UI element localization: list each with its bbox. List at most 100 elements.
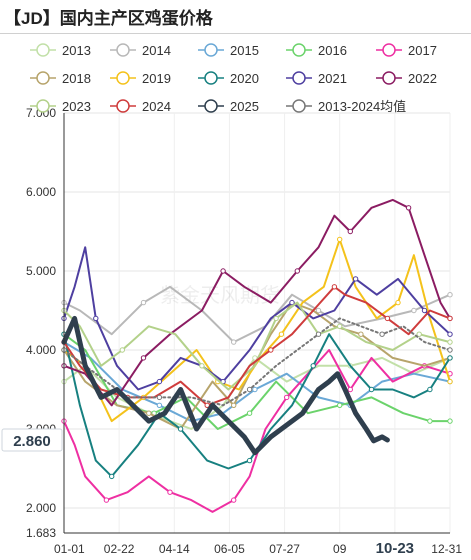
legend-swatch-marker-4 bbox=[382, 43, 396, 57]
series-11-point-6 bbox=[204, 402, 210, 408]
legend-label-1: 2014 bbox=[142, 43, 171, 58]
legend-label-10: 2023 bbox=[62, 99, 91, 114]
legend-label-11: 2024 bbox=[142, 99, 171, 114]
legend-item-2[interactable]: 2015 bbox=[198, 43, 259, 58]
series-13-point-15 bbox=[447, 347, 453, 353]
current-value-label: 2.860 bbox=[13, 433, 51, 450]
y-tick-label-0: 2.000 bbox=[26, 501, 56, 515]
legend-label-0: 2013 bbox=[62, 43, 91, 58]
legend-swatch-marker-5 bbox=[36, 71, 50, 85]
legend-label-8: 2021 bbox=[318, 71, 347, 86]
series-13-point-3 bbox=[156, 394, 163, 401]
series-9-point-3 bbox=[140, 355, 147, 361]
legend: 2013 2014 2015 2016 2017 2018 2019 2020 2021 2022… bbox=[30, 43, 437, 114]
series-8-point-15 bbox=[352, 276, 359, 282]
series-11-point-18 bbox=[447, 315, 453, 322]
series-line-1 bbox=[63, 285, 451, 344]
x-tick-label-1: 02-22 bbox=[104, 542, 135, 556]
series-7-point-9 bbox=[246, 457, 253, 464]
series-layer bbox=[61, 198, 453, 513]
legend-swatch-marker-11 bbox=[116, 99, 130, 113]
y-min-label: 1.683 bbox=[26, 526, 56, 540]
series-10-point-16 bbox=[447, 339, 453, 345]
series-3-point-9 bbox=[337, 402, 343, 408]
series-line-8 bbox=[63, 246, 451, 391]
x-tick-label-0: 01-01 bbox=[54, 542, 85, 556]
x-tick-label-2: 04-14 bbox=[159, 542, 190, 556]
y-tick-label-4: 6.000 bbox=[26, 185, 56, 199]
series-7-point-18 bbox=[427, 386, 433, 393]
legend-swatch-marker-13 bbox=[292, 99, 306, 113]
watermark: 紫金天风期货 bbox=[160, 284, 280, 307]
legend-swatch-marker-2 bbox=[204, 43, 218, 57]
series-9-point-15 bbox=[405, 205, 412, 211]
series-6-point-18 bbox=[447, 378, 453, 385]
legend-swatch-marker-1 bbox=[116, 43, 130, 57]
series-5-point-3 bbox=[146, 410, 152, 416]
legend-swatch-marker-7 bbox=[204, 71, 218, 85]
x-tick-label-4: 07-27 bbox=[269, 542, 300, 556]
x-tick-label-3: 06-05 bbox=[214, 542, 245, 556]
legend-item-10[interactable]: 2023 bbox=[30, 99, 91, 114]
legend-label-12: 2025 bbox=[230, 99, 259, 114]
series-line-10 bbox=[63, 301, 451, 391]
legend-item-3[interactable]: 2016 bbox=[286, 43, 347, 58]
legend-item-12[interactable]: 2025 bbox=[198, 99, 259, 114]
current-value-badge: 2.860 bbox=[1, 428, 63, 452]
legend-item-13[interactable]: 2013-2024均值 bbox=[286, 99, 406, 114]
series-8-point-3 bbox=[93, 315, 99, 322]
series-9-point-12 bbox=[347, 228, 353, 235]
legend-swatch-marker-8 bbox=[292, 71, 306, 85]
series-1-point-9 bbox=[315, 307, 322, 314]
legend-item-8[interactable]: 2021 bbox=[286, 71, 347, 86]
legend-label-13: 2013-2024均值 bbox=[318, 99, 406, 114]
series-10-point-6 bbox=[199, 363, 205, 369]
series-1-point-6 bbox=[231, 339, 237, 345]
x-tick-label-7: 12-31 bbox=[431, 542, 462, 556]
series-2-point-6 bbox=[252, 386, 258, 393]
series-6-point-15 bbox=[395, 299, 401, 306]
legend-item-4[interactable]: 2017 bbox=[376, 43, 437, 58]
legend-swatch-marker-10 bbox=[36, 99, 50, 113]
legend-item-1[interactable]: 2014 bbox=[110, 43, 171, 58]
legend-swatch-marker-0 bbox=[36, 43, 50, 57]
series-8-point-19 bbox=[447, 331, 453, 337]
x-tick-label-5: 09 bbox=[333, 542, 347, 556]
series-1-point-13 bbox=[447, 292, 453, 298]
series-11-point-12 bbox=[331, 284, 338, 290]
legend-item-0[interactable]: 2013 bbox=[30, 43, 91, 58]
series-7-point-19 bbox=[447, 355, 453, 361]
series-4-point-9 bbox=[231, 497, 237, 503]
legend-label-9: 2022 bbox=[408, 71, 437, 86]
x-tick-label-6: 10-23 bbox=[376, 540, 414, 557]
series-4-point-15 bbox=[347, 386, 353, 393]
legend-label-2: 2015 bbox=[230, 43, 259, 58]
legend-swatch-marker-12 bbox=[204, 99, 218, 113]
series-4-point-3 bbox=[103, 497, 110, 503]
series-7-point-12 bbox=[310, 363, 316, 369]
y-tick-label-3: 5.000 bbox=[26, 264, 56, 278]
series-7-point-6 bbox=[177, 426, 184, 432]
title-divider bbox=[0, 33, 471, 34]
series-5-point-12 bbox=[358, 331, 364, 337]
legend-item-6[interactable]: 2019 bbox=[110, 71, 171, 86]
series-7-point-3 bbox=[109, 473, 115, 480]
current-value-box bbox=[1, 428, 63, 452]
series-5-point-6 bbox=[231, 402, 237, 408]
series-10-point-9 bbox=[273, 315, 279, 322]
series-line-13 bbox=[63, 317, 451, 407]
legend-item-11[interactable]: 2024 bbox=[110, 99, 171, 114]
series-8-point-12 bbox=[289, 299, 295, 306]
legend-item-9[interactable]: 2022 bbox=[376, 71, 437, 86]
legend-item-5[interactable]: 2018 bbox=[30, 71, 91, 86]
series-11-point-9 bbox=[268, 347, 274, 353]
series-13-point-12 bbox=[379, 331, 385, 337]
legend-item-7[interactable]: 2020 bbox=[198, 71, 259, 86]
series-1-point-3 bbox=[140, 299, 147, 306]
chart-title: 【JD】国内主产区鸡蛋价格 bbox=[4, 9, 213, 28]
series-line-4 bbox=[63, 349, 451, 513]
x-axis-labels: 01-01 02-22 04-14 06-05 07-27 09 10-23 12-31 bbox=[54, 540, 462, 557]
series-1-point-12 bbox=[411, 307, 417, 314]
